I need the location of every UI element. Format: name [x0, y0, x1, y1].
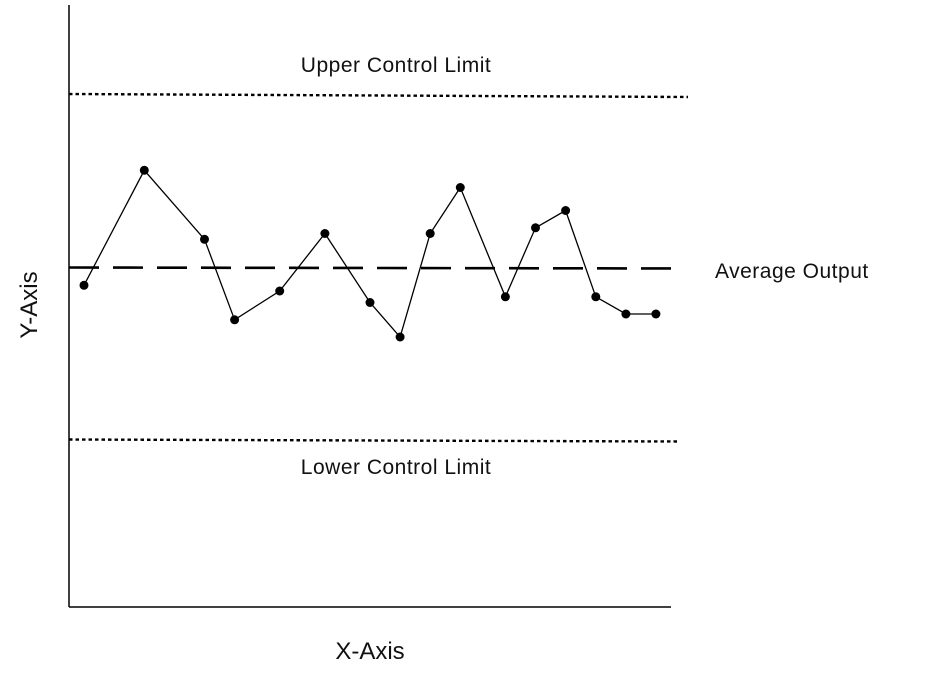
- upper-control-limit-label: Upper Control Limit: [301, 54, 491, 77]
- series-layer: [83, 169, 656, 339]
- data-point: [200, 234, 209, 244]
- data-point: [139, 165, 149, 175]
- upper-control-limit-line: [68, 92, 689, 99]
- data-point: [455, 183, 465, 192]
- data-point: [621, 309, 631, 319]
- data-point: [275, 286, 285, 296]
- data-point: [320, 229, 330, 238]
- data-point: [395, 332, 405, 342]
- data-point: [79, 280, 89, 290]
- average-output-label: Average Output: [715, 260, 869, 283]
- reference-lines: [68, 92, 689, 443]
- y-axis-label: Y-Axis: [16, 271, 43, 338]
- data-point: [651, 309, 661, 319]
- data-point: [230, 315, 240, 325]
- data-point: [425, 229, 435, 238]
- axes: [68, 5, 671, 608]
- lower-control-limit-label: Lower Control Limit: [301, 456, 491, 479]
- data-point: [365, 298, 375, 307]
- data-point: [531, 223, 540, 233]
- data-point: [561, 206, 571, 215]
- data-point: [591, 292, 601, 302]
- data-point: [500, 292, 510, 302]
- series-line: [83, 169, 656, 339]
- lower-control-limit-line: [68, 438, 679, 443]
- average-output-line: [68, 266, 685, 270]
- points-layer: [79, 165, 661, 342]
- x-axis-label: X-Axis: [335, 638, 404, 665]
